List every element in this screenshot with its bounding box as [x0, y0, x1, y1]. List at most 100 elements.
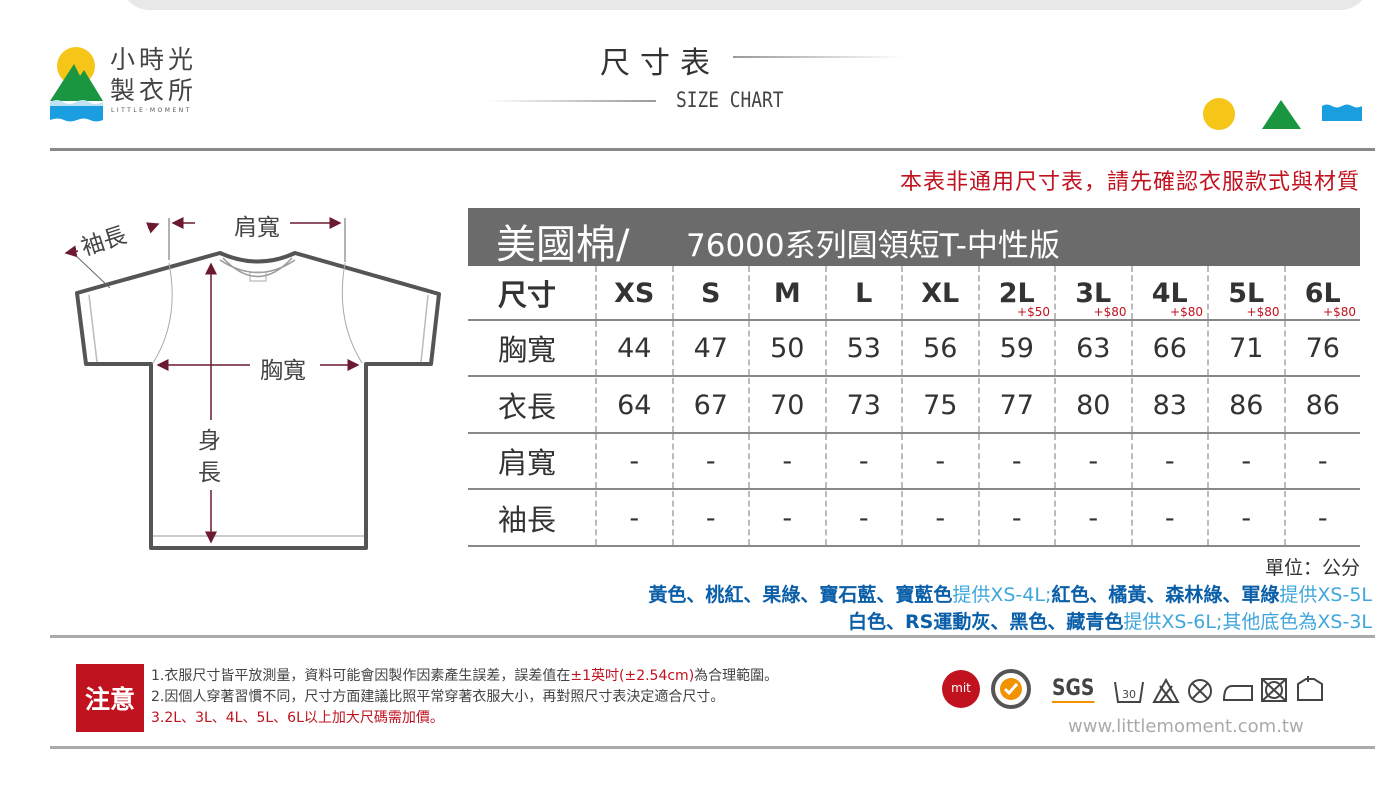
- title-divider: [733, 56, 903, 58]
- subtitle-divider: [486, 100, 656, 102]
- tshirt-diagram: [64, 217, 441, 550]
- table-cell: 83: [1130, 377, 1208, 432]
- table-cell: -: [671, 490, 749, 545]
- unit-label: 單位：公分: [1264, 557, 1360, 579]
- price-surcharge: +$80: [1246, 305, 1280, 319]
- size-header: M: [748, 266, 825, 319]
- size-header: XS: [595, 266, 672, 319]
- no-tumble-dry-icon: [1261, 678, 1287, 702]
- table-cell: -: [671, 434, 749, 488]
- table-cell: -: [1207, 490, 1284, 545]
- color-availability-2: 白色、RS運動灰、黑色、藏青色提供XS-6L;其他底色為XS-3L: [848, 611, 1372, 633]
- table-cell: -: [1054, 434, 1131, 488]
- price-surcharge: +$80: [1323, 305, 1356, 319]
- table-title: 美國棉/76000系列圓領短T-中性版: [468, 208, 1360, 268]
- divider: [50, 635, 1375, 638]
- table-cell: -: [1283, 434, 1361, 488]
- hang-dry-icon: [1297, 678, 1323, 701]
- brand-name: 小時光 製衣所: [110, 45, 198, 105]
- top-banner: [120, 0, 1370, 10]
- table-cell: 75: [901, 377, 978, 432]
- table-header-row: 尺寸 XS S M L XL 2L +$50 3L +$80 4L +$80 5L +$80 6L +$80: [468, 266, 1360, 321]
- wash-30-icon: [1114, 681, 1144, 703]
- table-cell: 63: [1054, 321, 1131, 375]
- table-cell: -: [595, 490, 672, 545]
- table-cell: 76: [1283, 321, 1361, 375]
- table-cell: -: [977, 434, 1055, 488]
- length-label: 身長: [198, 425, 221, 489]
- mountain-icon: [1262, 100, 1301, 129]
- shoulder-label: 肩寬: [232, 208, 282, 242]
- table-row: 肩寬 - - - - - - - - - -: [468, 434, 1360, 490]
- table-cell: 70: [748, 377, 825, 432]
- table-cell: -: [824, 490, 902, 545]
- table-cell: -: [977, 490, 1055, 545]
- size-header: 4L +$80: [1130, 266, 1208, 319]
- divider: [50, 746, 1375, 749]
- table-cell: 86: [1283, 377, 1361, 432]
- table-cell: -: [901, 490, 978, 545]
- brand-logo-icon: [50, 47, 103, 122]
- table-cell: 80: [1054, 377, 1131, 432]
- table-row: 衣長 64 67 70 73 75 77 80 83 86 86: [468, 377, 1361, 434]
- table-cell: -: [1130, 490, 1208, 545]
- table-cell: -: [748, 434, 825, 488]
- table-cell: -: [901, 434, 978, 488]
- no-bleach-icon: [1152, 677, 1180, 703]
- table-cell: -: [1207, 434, 1284, 488]
- size-header: XL: [901, 266, 978, 319]
- table-cell: 77: [977, 377, 1055, 432]
- size-header: 5L +$80: [1207, 266, 1284, 319]
- note-2: 2.因個人穿著習慣不同，尺寸方面建議比照平常穿著衣服大小，再對照尺寸表決定適合尺…: [151, 689, 725, 705]
- brand-name-en: LITTLE·MOMENT: [111, 107, 192, 114]
- warning-badge: 注意: [76, 664, 144, 732]
- table-cell: 64: [595, 377, 672, 432]
- divider: [50, 148, 1375, 151]
- size-header: L: [824, 266, 902, 319]
- table-cell: 67: [671, 377, 749, 432]
- table-cell: -: [1130, 434, 1208, 488]
- size-header: 2L +$50: [977, 266, 1055, 319]
- size-label: 尺寸: [498, 277, 557, 312]
- no-dryclean-icon: [1188, 679, 1212, 703]
- website-text: www.littlemoment.com.tw: [1068, 716, 1304, 737]
- size-header: S: [671, 266, 749, 319]
- note-1: 1.衣服尺寸皆平放測量，資料可能會因製作因素產生誤差，誤差值在±1英吋(±2.5…: [151, 668, 779, 684]
- table-cell: 66: [1130, 321, 1208, 375]
- table-cell: 73: [824, 377, 902, 432]
- notes: 1.衣服尺寸皆平放測量，資料可能會因製作因素產生誤差，誤差值在±1英吋(±2.5…: [151, 666, 778, 729]
- table-cell: -: [1283, 490, 1361, 545]
- note-3: 3.2L、3L、4L、5L、6L以上加大尺碼需加價。: [151, 710, 444, 726]
- measure-label: 肩寬: [498, 446, 557, 480]
- chest-label: 胸寬: [258, 351, 308, 385]
- table-cell: -: [1054, 490, 1131, 545]
- table-cell: -: [748, 490, 825, 545]
- sun-icon: [1203, 98, 1235, 130]
- sgs-logo: SGS: [1052, 676, 1095, 703]
- table-cell: 59: [977, 321, 1055, 375]
- price-surcharge: +$50: [1017, 305, 1050, 319]
- table-cell: 50: [748, 321, 825, 375]
- measure-label: 胸寬: [498, 333, 557, 367]
- table-cell: 71: [1207, 321, 1284, 375]
- table-row: 袖長 - - - - - - - - - -: [468, 490, 1361, 547]
- table-row: 胸寬 44 47 50 53 56 59 63 66 71 76: [468, 321, 1360, 377]
- wave-icon: [1322, 104, 1362, 121]
- svg-text:30: 30: [1122, 688, 1136, 701]
- table-cell: 86: [1207, 377, 1284, 432]
- page-title: 尺寸表: [600, 46, 720, 81]
- iron-icon: [1222, 685, 1253, 701]
- care-icons: 30: [1114, 676, 1323, 703]
- table-cell: 53: [824, 321, 902, 375]
- measure-label: 袖長: [498, 502, 557, 537]
- table-cell: -: [595, 434, 672, 488]
- page-subtitle: SIZE CHART: [676, 88, 784, 112]
- notice-text: 本表非通用尺寸表，請先確認衣服款式與材質: [899, 170, 1360, 195]
- table-cell: 44: [595, 321, 672, 375]
- color-availability-1: 黃色、桃紅、果綠、寶石藍、寶藍色提供XS-4L;紅色、橘黃、森林綠、軍綠提供XS…: [648, 584, 1372, 606]
- decor-icons: [1203, 98, 1362, 130]
- size-header: 6L +$80: [1283, 266, 1361, 319]
- table-cell: 56: [901, 321, 978, 375]
- certified-badge-icon: [991, 669, 1031, 709]
- table-cell: -: [824, 434, 902, 488]
